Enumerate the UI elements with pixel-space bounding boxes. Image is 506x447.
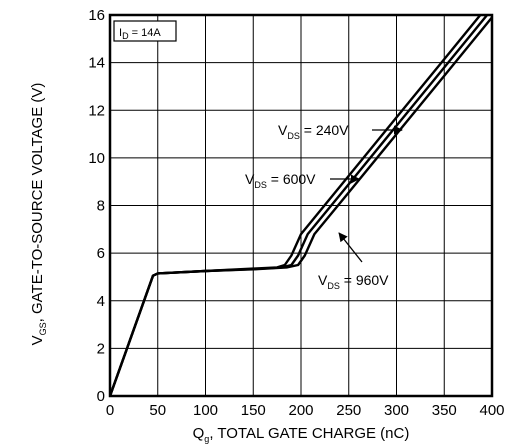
x-tick-labels: 0 50 100 150 200 250 300 350 400 (106, 402, 505, 419)
series-label-240v: VDS = 240V (278, 122, 349, 141)
x-tick-label: 0 (106, 402, 114, 419)
callout-240v: VDS = 240V (278, 122, 403, 141)
condition-label: ID = 14A (119, 27, 161, 41)
x-tick-label: 250 (336, 402, 361, 419)
y-tick-label: 10 (88, 150, 105, 167)
y-tick-label: 4 (97, 293, 105, 310)
x-tick-label: 100 (193, 402, 218, 419)
callout-600v: VDS = 600V (245, 171, 360, 190)
y-tick-label: 16 (88, 7, 105, 24)
series-label-960v: VDS = 960V (318, 272, 389, 291)
series-label-600v: VDS = 600V (245, 171, 316, 190)
y-tick-label: 2 (97, 340, 105, 357)
x-tick-label: 400 (479, 402, 504, 419)
y-tick-label: 8 (97, 198, 105, 215)
x-tick-label: 150 (241, 402, 266, 419)
y-axis-title: VGS, GATE-TO-SOURCE VOLTAGE (V) (29, 83, 48, 346)
y-tick-label: 14 (88, 55, 105, 72)
x-tick-label: 300 (384, 402, 409, 419)
plot-frame (108, 13, 494, 398)
x-axis-title: Qg, TOTAL GATE CHARGE (nC) (193, 425, 410, 444)
x-tick-label: 200 (288, 402, 313, 419)
callout-960v: VDS = 960V (318, 232, 389, 291)
condition-box (113, 20, 177, 42)
x-tick-label: 50 (149, 402, 166, 419)
x-tick-label: 350 (432, 402, 457, 419)
y-tick-label: 6 (97, 245, 105, 262)
y-tick-labels: 0 2 4 6 8 10 12 14 16 (88, 7, 105, 405)
y-tick-label: 0 (97, 388, 105, 405)
y-tick-label: 12 (88, 102, 105, 119)
callout-arrow-960v (338, 232, 363, 263)
